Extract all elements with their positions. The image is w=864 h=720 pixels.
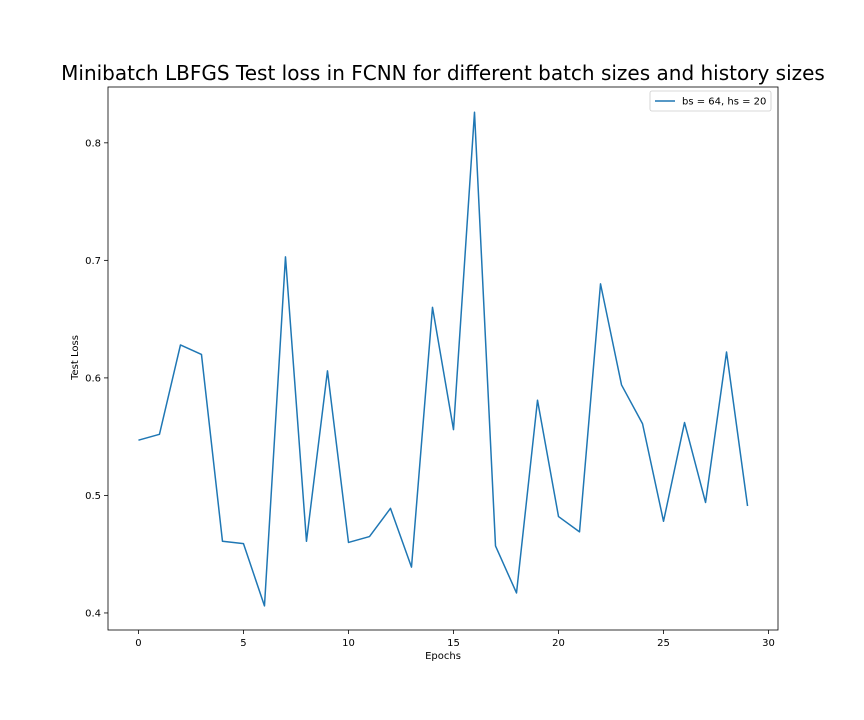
plot-area	[107, 86, 779, 631]
x-tick-label: 25	[657, 638, 670, 649]
x-axis: 0 5 10 15 20 25 30	[135, 630, 775, 649]
legend: bs = 64, hs = 20	[649, 90, 772, 112]
y-tick-label: 0.4	[85, 608, 101, 619]
x-tick-label: 5	[240, 638, 246, 649]
x-tick-label: 0	[135, 638, 141, 649]
plot-border	[107, 86, 779, 631]
x-tick-label: 10	[342, 638, 355, 649]
x-tick-label: 20	[552, 638, 565, 649]
y-tick-label: 0.6	[85, 373, 101, 384]
y-tick-label: 0.5	[85, 491, 101, 502]
x-axis-label: Epochs	[425, 651, 461, 662]
chart-title: Minibatch LBFGS Test loss in FCNN for di…	[61, 61, 825, 85]
legend-label: bs = 64, hs = 20	[682, 97, 766, 108]
y-tick-label: 0.8	[85, 138, 101, 149]
legend-box	[649, 90, 772, 112]
x-tick-label: 15	[447, 638, 460, 649]
series-layer	[138, 111, 749, 607]
y-axis-label: Test Loss	[70, 335, 81, 381]
y-tick-label: 0.7	[85, 256, 101, 267]
x-tick-label: 30	[762, 638, 775, 649]
y-axis: 0.4 0.5 0.6 0.7 0.8	[85, 138, 108, 619]
series-line	[138, 111, 749, 607]
